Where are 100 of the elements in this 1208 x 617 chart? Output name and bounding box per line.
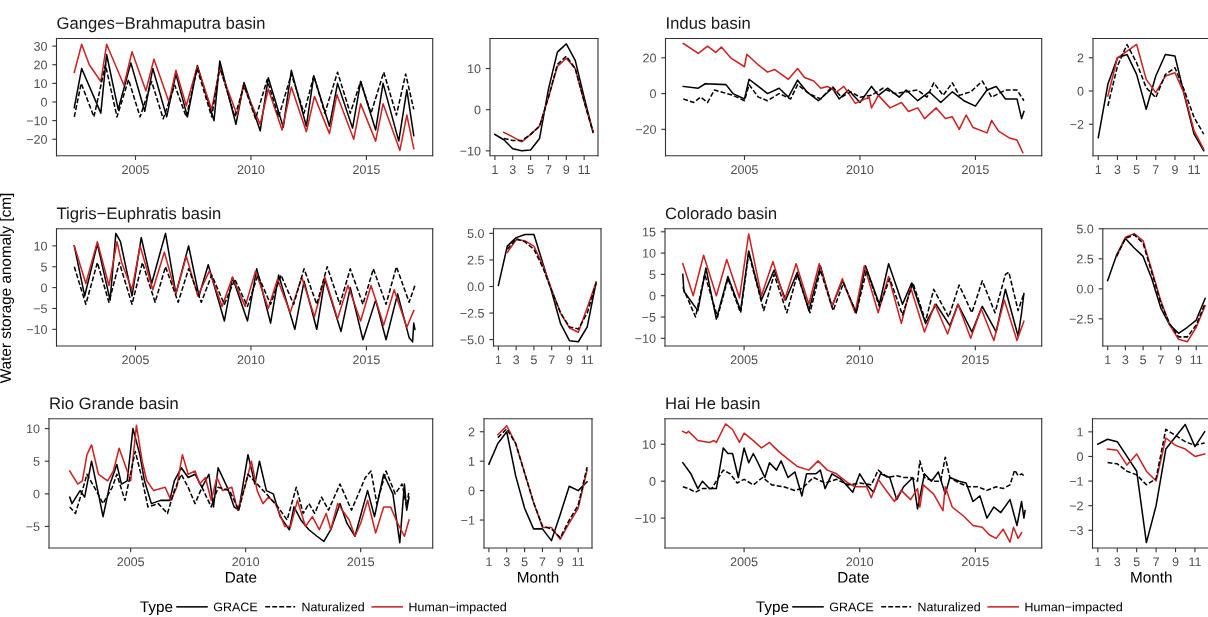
x-tick-label: 7 [1152, 165, 1159, 174]
x-tick-label: 9 [557, 557, 564, 567]
x-tick-label: 2015 [962, 165, 989, 175]
y-tick-label: 5 [41, 262, 47, 272]
x-tick-label: 7 [545, 165, 552, 174]
x-tick-label: 7 [1157, 355, 1164, 365]
x-tick-label: 1 [1105, 355, 1111, 365]
y-tick-label: 10 [643, 248, 656, 258]
x-tick-label: 5 [1140, 355, 1147, 365]
y-tick-label: 20 [643, 53, 656, 63]
line-series [682, 447, 1026, 527]
y-tick-label: 1 [468, 457, 475, 466]
x-tick-label: 3 [1122, 355, 1129, 365]
y-tick-label: 0.0 [467, 282, 484, 292]
y-tick-label: 15 [643, 227, 656, 237]
y-tick-label: −2.5 [1069, 314, 1094, 324]
x-tick-label: 2015 [962, 355, 989, 365]
line-series [682, 233, 1025, 342]
chart-title: Colorado basin [665, 207, 777, 220]
line-series [73, 240, 415, 328]
y-tick-label: −2.5 [460, 308, 484, 318]
x-tick-label: 2010 [846, 355, 874, 365]
x-tick-label: 9 [1175, 355, 1182, 365]
chart-title: Ganges−Brahmaputra basin [57, 16, 265, 33]
x-tick-label: 3 [1114, 557, 1121, 567]
x-tick-label: 2010 [237, 165, 265, 175]
y-tick-label: −10 [26, 116, 47, 126]
y-tick-label: 0 [33, 489, 40, 499]
x-tick-label: 3 [503, 557, 510, 567]
x-tick-label: 7 [548, 355, 555, 365]
x-tick-label: 2005 [731, 165, 758, 175]
x-tick-label: 5 [1133, 557, 1140, 567]
y-tick-label: −20 [635, 125, 656, 134]
x-tick-label: 1 [1095, 165, 1102, 174]
x-tick-label: 1 [495, 355, 502, 365]
x-tick-label: 2010 [237, 355, 265, 365]
x-tick-label: 1 [486, 557, 492, 567]
y-tick-label: 0 [41, 283, 47, 293]
x-tick-label: 1 [492, 165, 498, 174]
line-series [73, 232, 416, 343]
y-tick-label: 0 [649, 476, 656, 486]
chart-title: Hai He basin [666, 397, 760, 410]
y-tick-label: −10 [460, 146, 481, 156]
x-tick-label: 2010 [846, 165, 874, 175]
chart-title: Tigris−Euphratis basin [56, 207, 221, 223]
x-tick-label: 9 [566, 355, 573, 365]
x-tick-label: 2015 [347, 557, 375, 567]
y-tick-label: 5 [649, 270, 656, 280]
x-axis-title: Month [1131, 571, 1172, 583]
x-tick-label: 3 [1114, 165, 1121, 175]
x-tick-label: 3 [513, 355, 520, 365]
line-series [73, 43, 415, 152]
line-series [682, 78, 1025, 120]
y-tick-label: 0 [1077, 452, 1083, 462]
y-axis-title: Water storage anomaly [cm] [0, 193, 14, 384]
y-tick-label: −5.0 [460, 335, 484, 345]
y-tick-label: 0 [41, 97, 47, 107]
chart-title: Indus basin [667, 16, 750, 29]
x-tick-label: 9 [1172, 557, 1179, 567]
y-tick-label: −5 [33, 304, 47, 314]
chart-title: Rio Grande basin [50, 397, 178, 410]
y-tick-label: 10 [468, 64, 481, 74]
x-tick-label: 5 [1133, 165, 1140, 175]
y-tick-label: 0 [1077, 86, 1084, 96]
y-tick-label: 20 [34, 60, 47, 70]
y-tick-label: −2 [1070, 120, 1084, 129]
x-tick-label: 7 [1153, 557, 1159, 567]
x-tick-label: 2010 [232, 557, 260, 567]
y-tick-label: 10 [27, 424, 40, 434]
x-tick-label: 2015 [353, 355, 380, 365]
y-tick-label: 5.0 [467, 229, 484, 239]
y-tick-label: −1 [1069, 476, 1083, 486]
y-tick-label: 1 [1077, 427, 1083, 437]
line-series [1106, 437, 1206, 482]
x-tick-label: 2005 [117, 557, 145, 567]
x-axis-title: Date [838, 572, 869, 583]
y-tick-label: −20 [26, 135, 47, 144]
y-tick-label: 0 [468, 486, 475, 496]
y-tick-label: −10 [635, 334, 656, 343]
y-tick-label: 2.5 [1077, 254, 1094, 264]
x-tick-label: 11 [1189, 557, 1201, 567]
x-tick-label: 11 [578, 165, 591, 174]
y-tick-label: 0 [649, 291, 656, 301]
x-tick-label: 2005 [122, 355, 149, 365]
x-tick-label: 2010 [846, 557, 874, 567]
y-tick-label: 30 [34, 41, 47, 51]
y-tick-label: 0 [650, 89, 656, 99]
legend-label: Naturalized [918, 602, 980, 612]
y-tick-label: 5 [33, 457, 40, 466]
y-tick-label: −10 [26, 325, 47, 334]
x-axis-title: Date [225, 572, 257, 583]
x-tick-label: 2005 [730, 355, 758, 365]
x-tick-label: 5 [530, 355, 537, 365]
x-tick-label: 2015 [962, 557, 989, 567]
legend-label: GRACE [213, 602, 258, 612]
x-tick-label: 11 [572, 557, 585, 567]
y-tick-label: 2 [468, 427, 475, 437]
legend-label: Human−impacted [409, 602, 506, 614]
line-series [1097, 423, 1206, 544]
y-tick-label: 5.0 [1076, 224, 1094, 234]
